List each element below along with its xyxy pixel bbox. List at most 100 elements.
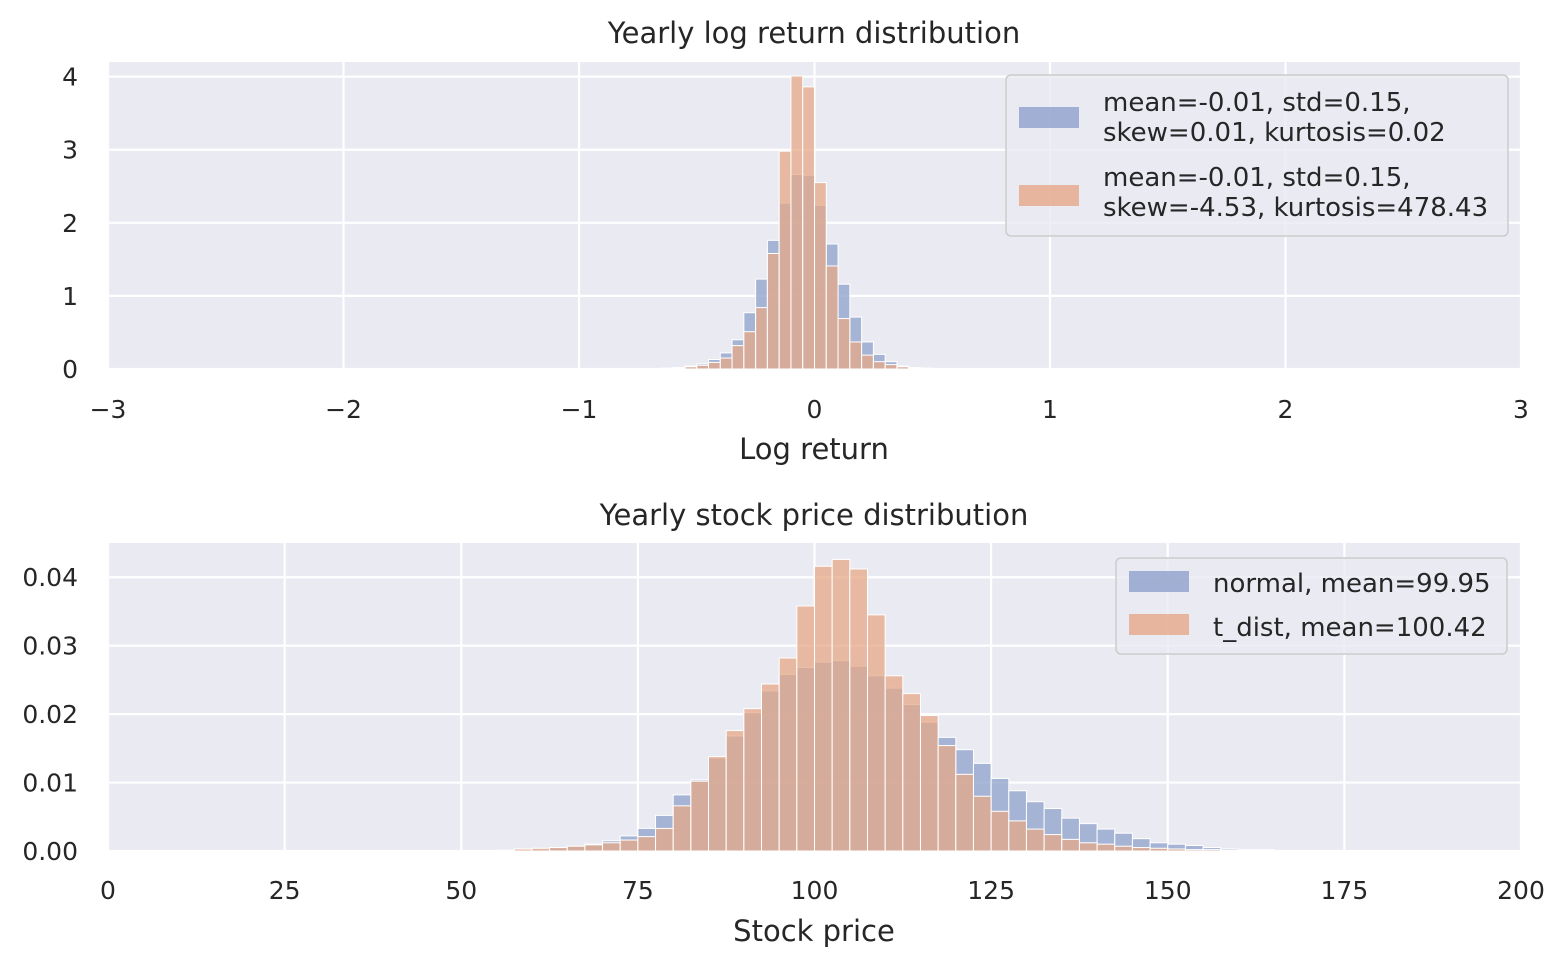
- bar-t-dist: [725, 730, 745, 852]
- bar-t-dist: [919, 367, 933, 370]
- bar-t-dist: [884, 675, 904, 852]
- bar-t-dist: [566, 845, 586, 852]
- bar-t-dist: [866, 614, 886, 852]
- y-tick-label: 0: [62, 355, 78, 384]
- bar-t-dist: [802, 86, 815, 370]
- bar-t-dist: [1078, 842, 1098, 852]
- x-tick-label: 175: [1321, 876, 1369, 905]
- x-tick-label: 125: [967, 876, 1015, 905]
- legend-label-normal: normal, mean=99.95: [1213, 569, 1491, 599]
- bar-t-dist: [1167, 848, 1186, 852]
- bar-t-dist: [708, 756, 727, 852]
- bar-t-dist: [1043, 834, 1063, 852]
- bar-t-dist: [743, 708, 763, 852]
- bar-t-dist: [531, 847, 551, 852]
- bar-t-dist: [549, 847, 568, 852]
- y-tick-label: 2: [62, 209, 78, 238]
- bar-t-dist: [619, 839, 639, 852]
- bar-t-dist: [690, 780, 710, 852]
- x-tick-label: 50: [445, 876, 477, 905]
- bar-t-dist: [684, 366, 698, 370]
- y-tick-label: 0.01: [22, 769, 78, 798]
- bar-t-dist: [496, 849, 515, 852]
- x-axis-label: Stock price: [733, 914, 895, 948]
- bars: [496, 558, 1275, 852]
- bar-t-dist: [849, 341, 863, 370]
- y-tick-label: 3: [62, 136, 78, 165]
- bars: [660, 75, 933, 370]
- bar-t-dist: [790, 75, 804, 370]
- stock-price-chart: Yearly stock price distribution 0 25 50 75 1…: [22, 498, 1545, 948]
- bar-t-dist: [831, 558, 851, 852]
- bar-t-dist: [778, 150, 792, 370]
- x-tick-labels: 0 25 50 75 100 125 150 175 200: [100, 876, 1545, 905]
- bar-t-dist: [778, 657, 798, 852]
- bar-t-dist: [814, 565, 833, 852]
- x-tick-label: 3: [1513, 395, 1529, 424]
- bar-t-dist: [1096, 843, 1116, 852]
- legend-label-t-dist: mean=-0.01, std=0.15, skew=-4.53, kurtos…: [1103, 163, 1488, 223]
- bar-t-dist: [872, 361, 886, 370]
- legend-swatch-normal: [1129, 571, 1189, 592]
- bar-t-dist: [708, 361, 721, 370]
- bar-t-dist: [584, 844, 604, 852]
- bar-t-dist: [796, 605, 816, 852]
- bar-t-dist: [513, 848, 533, 852]
- bar-t-dist: [1008, 820, 1027, 852]
- bar-t-dist: [1149, 847, 1169, 852]
- x-tick-label: 150: [1144, 876, 1192, 905]
- bar-t-dist: [1184, 849, 1204, 852]
- bar-t-dist: [660, 367, 674, 370]
- bar-t-dist: [672, 367, 686, 370]
- bar-t-dist: [1220, 849, 1239, 852]
- bar-t-dist: [825, 265, 839, 370]
- bar-t-dist: [837, 318, 851, 370]
- bar-t-dist: [919, 714, 939, 852]
- bar-t-dist: [814, 182, 827, 370]
- y-tick-labels: 0.00 0.01 0.02 0.03 0.04: [22, 563, 78, 866]
- x-tick-label: −3: [90, 395, 127, 424]
- bar-t-dist: [1202, 849, 1222, 852]
- bar-t-dist: [908, 367, 921, 370]
- bar-t-dist: [896, 366, 910, 370]
- bar-t-dist: [972, 795, 992, 852]
- y-tick-label: 0.02: [22, 700, 78, 729]
- bar-t-dist: [1025, 828, 1045, 852]
- bar-t-dist: [849, 568, 868, 852]
- bar-t-dist: [937, 745, 957, 852]
- bar-t-dist: [861, 354, 874, 370]
- bar-t-dist: [743, 331, 757, 370]
- x-tick-label: 0: [100, 876, 116, 905]
- y-tick-label: 0.04: [22, 563, 78, 592]
- bar-t-dist: [1237, 849, 1257, 852]
- x-tick-labels: −3 −2 −1 0 1 2 3: [90, 395, 1529, 424]
- x-tick-label: 0: [807, 395, 823, 424]
- bar-t-dist: [1131, 847, 1151, 852]
- bar-t-dist: [990, 810, 1010, 852]
- y-tick-label: 0.03: [22, 632, 78, 661]
- bar-t-dist: [1061, 838, 1080, 852]
- bar-t-dist: [1255, 849, 1275, 852]
- legend-frame: [1005, 74, 1509, 237]
- x-tick-label: −1: [561, 395, 598, 424]
- chart-title: Yearly log return distribution: [607, 16, 1020, 50]
- legend-frame: [1115, 557, 1508, 655]
- legend-swatch-t-dist: [1129, 614, 1189, 635]
- log-return-chart: Yearly log return distribution −3 −2 −1 0 1 2…: [62, 16, 1529, 466]
- bar-t-dist: [955, 773, 974, 852]
- bar-t-dist: [761, 683, 780, 852]
- y-tick-label: 1: [62, 282, 78, 311]
- legend: normal, mean=99.95 t_dist, mean=100.42: [1115, 557, 1508, 655]
- bar-t-dist: [719, 357, 733, 370]
- legend-label-normal: mean=-0.01, std=0.15, skew=0.01, kurtosi…: [1103, 88, 1446, 148]
- y-tick-label: 0.00: [22, 837, 78, 866]
- legend: mean=-0.01, std=0.15, skew=0.01, kurtosi…: [1005, 74, 1509, 237]
- bar-t-dist: [672, 805, 692, 852]
- bar-t-dist: [696, 364, 710, 370]
- x-tick-label: 200: [1497, 876, 1545, 905]
- bar-t-dist: [902, 693, 921, 852]
- x-tick-label: 25: [269, 876, 301, 905]
- bar-t-dist: [602, 842, 621, 852]
- legend-swatch-normal: [1019, 107, 1079, 128]
